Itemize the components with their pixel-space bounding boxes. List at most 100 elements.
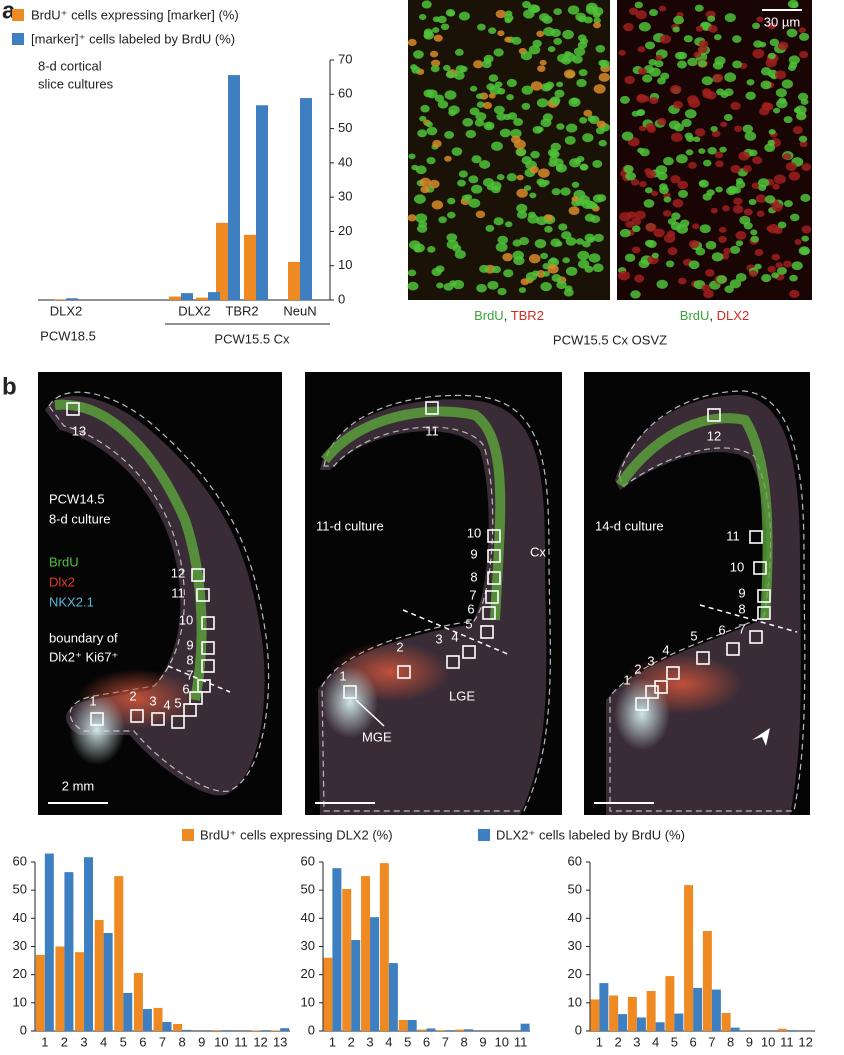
nucleus <box>516 203 528 213</box>
nucleus <box>752 48 765 59</box>
nucleus <box>427 246 436 253</box>
nucleus <box>710 126 718 132</box>
sample-box <box>666 666 680 680</box>
nucleus <box>645 170 656 179</box>
y-tick-label: 40 <box>568 910 582 925</box>
bar <box>361 876 371 1031</box>
sample-box <box>635 697 649 711</box>
nucleus <box>547 46 556 53</box>
nucleus <box>413 243 425 253</box>
nucleus <box>577 41 588 49</box>
nucleus <box>693 51 702 58</box>
nucleus <box>733 197 743 205</box>
nucleus <box>701 284 711 292</box>
bar <box>702 931 712 1031</box>
nucleus <box>504 17 512 24</box>
y-tick-label: 0 <box>338 291 345 306</box>
nucleus <box>493 48 504 57</box>
bar <box>300 98 312 300</box>
region-label: LGE <box>449 688 475 703</box>
nucleus <box>579 164 588 171</box>
nucleus <box>568 206 580 216</box>
nucleus <box>631 246 641 254</box>
nucleus <box>723 88 734 97</box>
box-label: 6 <box>182 681 189 696</box>
nucleus <box>564 135 576 145</box>
nucleus <box>672 26 680 33</box>
y-tick-label: 50 <box>301 882 315 897</box>
y-tick-label: 0 <box>575 1022 582 1037</box>
nucleus <box>730 164 741 174</box>
nucleus <box>592 159 603 168</box>
nucleus <box>476 101 485 108</box>
nucleus <box>730 101 741 111</box>
y-tick-label: 70 <box>338 51 352 66</box>
nucleus <box>625 171 636 181</box>
nucleus <box>698 179 709 188</box>
nucleus <box>702 90 713 99</box>
sample-box <box>397 665 411 679</box>
nucleus <box>556 123 565 130</box>
nucleus <box>528 254 541 264</box>
nucleus <box>716 88 725 96</box>
nucleus <box>775 262 783 269</box>
nucleus <box>454 249 466 259</box>
nucleus <box>553 37 563 45</box>
bar <box>426 1028 436 1031</box>
bar <box>162 1021 172 1031</box>
nucleus <box>530 81 543 91</box>
box-label: 11 <box>171 585 185 600</box>
bar <box>212 1030 222 1031</box>
nucleus <box>577 15 587 23</box>
nucleus <box>657 172 668 181</box>
legend-label: BrdU⁺ cells expressing [marker] (%) <box>31 7 239 22</box>
nucleus <box>540 282 552 292</box>
box-label: 8 <box>470 569 477 584</box>
nucleus <box>631 110 640 117</box>
nucleus <box>548 160 557 167</box>
nucleus <box>697 60 707 68</box>
nucleus <box>771 202 783 212</box>
nucleus <box>407 269 417 277</box>
sample-box <box>66 402 80 416</box>
nucleus <box>477 23 486 31</box>
nucleus <box>476 283 487 293</box>
nucleus <box>426 126 438 136</box>
nucleus <box>515 147 527 157</box>
y-tick-label: 10 <box>338 257 352 272</box>
nucleus <box>436 282 444 289</box>
nucleus <box>518 287 527 293</box>
nucleus <box>783 116 793 124</box>
bar <box>618 1014 628 1031</box>
nucleus <box>761 274 772 283</box>
nucleus <box>491 141 503 151</box>
nucleus <box>593 233 604 243</box>
nucleus <box>576 78 587 88</box>
nucleus <box>529 192 537 199</box>
nucleus <box>618 49 626 56</box>
nucleus <box>623 165 634 174</box>
nucleus <box>598 59 607 67</box>
box-label: 6 <box>718 622 725 637</box>
nucleus <box>585 5 598 15</box>
nucleus <box>437 100 449 109</box>
nucleus <box>521 85 534 95</box>
x-tick-label: 6 <box>139 1034 146 1049</box>
box-label: 4 <box>451 629 458 644</box>
x-tick-label: 5 <box>120 1034 127 1049</box>
nucleus <box>495 242 508 252</box>
nucleus <box>772 183 780 190</box>
nucleus <box>735 273 747 282</box>
nucleus <box>431 200 444 210</box>
nucleus <box>715 160 724 168</box>
box-label: 4 <box>163 697 170 712</box>
x-tick-label: 12 <box>798 1034 812 1049</box>
nucleus <box>767 22 776 30</box>
nucleus <box>799 32 810 41</box>
nucleus <box>545 81 555 89</box>
nucleus <box>479 160 491 169</box>
nucleus <box>596 120 607 129</box>
nucleus <box>512 239 522 247</box>
nucleus <box>764 143 776 152</box>
box-label: 2 <box>634 661 641 676</box>
